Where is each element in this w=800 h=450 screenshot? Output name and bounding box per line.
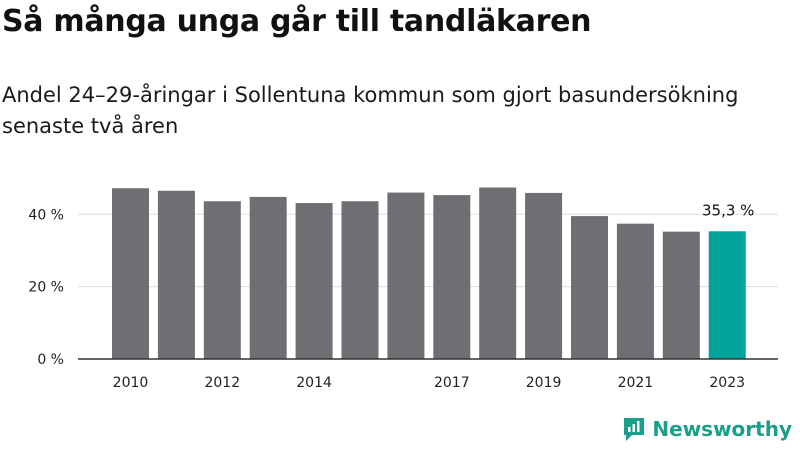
x-tick-label: 2017 — [434, 375, 470, 391]
x-tick-label: 2021 — [618, 375, 654, 391]
bar — [249, 196, 287, 359]
x-tick-label: 2012 — [204, 375, 240, 391]
bar — [387, 192, 425, 359]
bar-chart: 0 % 20 % 40 % 2010 2012 2014 2017 2019 2021 2023 3… — [28, 187, 778, 391]
bar — [571, 216, 608, 359]
bar — [708, 231, 746, 359]
bar — [433, 195, 471, 359]
y-tick-label: 20 % — [28, 280, 64, 296]
bar — [341, 201, 379, 359]
x-tick-label: 2014 — [296, 375, 332, 391]
bar — [662, 231, 700, 359]
bar — [525, 192, 563, 359]
bar — [203, 201, 241, 359]
bar — [157, 190, 195, 359]
bar — [616, 223, 654, 359]
x-tick-label: 2019 — [526, 375, 562, 391]
bar — [112, 188, 149, 359]
newsworthy-logo-icon — [624, 418, 645, 441]
bar — [479, 187, 517, 359]
x-tick-label: 2023 — [709, 375, 745, 391]
x-tick-label: 2010 — [113, 375, 149, 391]
brand-name: Newsworthy — [652, 417, 792, 441]
bar — [295, 203, 333, 359]
data-label: 35,3 % — [702, 201, 754, 219]
y-tick-label: 40 % — [28, 207, 64, 223]
chart-title: Så många unga går till tandläkaren — [2, 4, 592, 39]
y-tick-label: 0 % — [37, 352, 64, 368]
brand-logo: Newsworthy — [622, 416, 792, 442]
chart-subtitle: Andel 24–29-åringar i Sollentuna kommun … — [2, 83, 739, 138]
